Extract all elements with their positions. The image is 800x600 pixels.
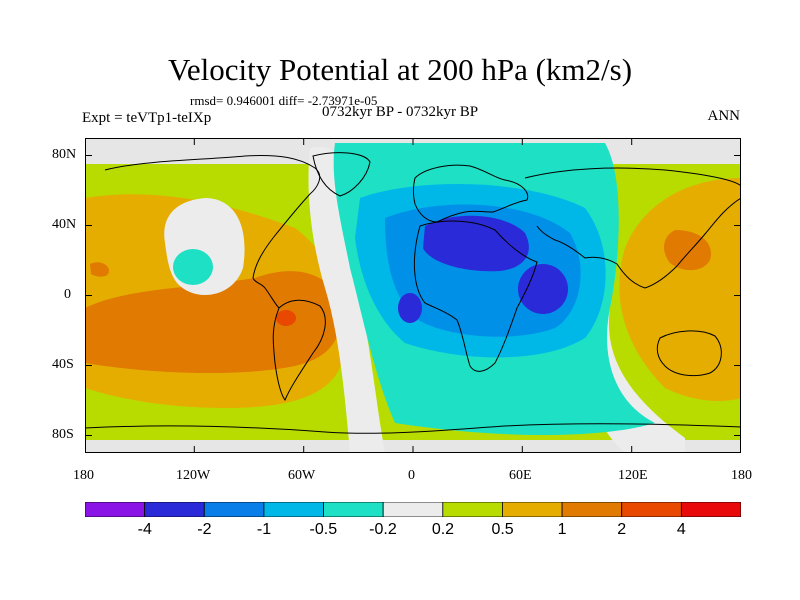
experiment-label: Expt = teVTp1-teIXp <box>82 110 212 126</box>
field-positive-west-pacific-small <box>90 262 109 277</box>
colorbar-box-1 <box>144 502 205 517</box>
coast-south-america <box>272 299 326 402</box>
colorbar-label-9: 4 <box>676 521 686 538</box>
colorbar-box-10 <box>680 502 741 517</box>
colorbar-label-8: 2 <box>617 521 627 538</box>
lon-tick-180w: 180 <box>73 468 94 483</box>
colorbar-box-2 <box>203 502 265 517</box>
colorbar-label-2: -1 <box>256 521 272 538</box>
colorbar-box-9 <box>621 502 682 517</box>
colorbar-box-6 <box>442 502 503 517</box>
period-label: 0732kyr BP - 0732kyr BP <box>322 104 479 120</box>
field-neutral-band-west <box>308 147 385 453</box>
colorbar-box-7 <box>502 502 563 517</box>
coastlines <box>85 152 741 434</box>
colorbar <box>85 502 741 517</box>
lon-tick-180e: 180 <box>731 468 752 483</box>
season-label: ANN <box>707 108 741 124</box>
field-min-indian-ocean <box>518 264 568 314</box>
coast-antarctica <box>85 423 741 434</box>
colorbar-label-5: 0.2 <box>431 521 455 538</box>
colorbar-box-0 <box>85 502 146 517</box>
colorbar-box-8 <box>561 502 623 517</box>
colorbar-label-7: 1 <box>557 521 567 538</box>
colorbar-label-3: -0.5 <box>309 521 338 538</box>
colorbar-box-4 <box>323 502 384 517</box>
lon-tick-0: 0 <box>408 468 415 483</box>
colorbar-label-1: -2 <box>197 521 212 538</box>
map-ticks <box>85 138 741 453</box>
stats-line: rmsd= 0.946001 diff= -2.73971e-05 <box>190 93 378 108</box>
lon-tick-60w: 60W <box>288 468 316 483</box>
lat-tick-80n: 80N <box>52 147 77 162</box>
coast-north-america <box>104 155 321 309</box>
field-max-south-america <box>276 310 296 326</box>
plot-title: Velocity Potential at 200 hPa (km2/s) <box>167 52 633 87</box>
lon-tick-60e: 60E <box>509 468 532 483</box>
field-positive-west-pacific <box>619 178 741 401</box>
colorbar-label-4: -0.2 <box>369 521 397 538</box>
coast-europe <box>413 164 529 223</box>
field-negative-north-pacific <box>173 249 213 285</box>
lon-tick-120e: 120E <box>618 468 648 483</box>
lon-tick-120w: 120W <box>176 468 211 483</box>
coast-africa <box>413 220 538 372</box>
field-positive-southeast-pacific <box>85 271 341 374</box>
lat-tick-40n: 40N <box>52 217 77 232</box>
colorbar-label-0: -4 <box>137 521 152 538</box>
velocity-potential-map <box>85 138 741 453</box>
colorbar-box-5 <box>382 502 444 517</box>
field-min-middle-east <box>423 215 529 272</box>
lat-tick-40s: 40S <box>52 357 74 372</box>
field-min-gulf-of-guinea <box>398 293 422 323</box>
lat-tick-80s: 80S <box>52 427 74 442</box>
coast-asia <box>524 167 741 289</box>
colorbar-label-6: 0.5 <box>491 521 514 538</box>
colorbar-box-3 <box>263 502 324 517</box>
coast-greenland <box>312 152 371 197</box>
lat-tick-0: 0 <box>64 287 71 302</box>
coast-australia <box>656 330 722 377</box>
